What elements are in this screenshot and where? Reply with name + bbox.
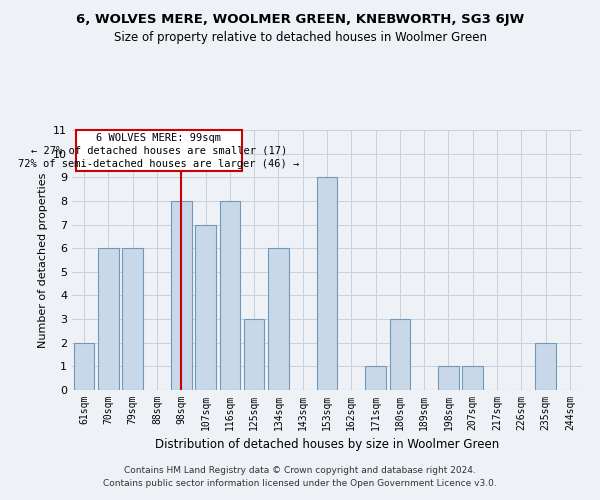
Bar [74, 342, 94, 390]
Bar [268, 248, 289, 390]
Bar [365, 366, 386, 390]
Bar [220, 201, 240, 390]
Bar [171, 201, 191, 390]
Bar [195, 224, 216, 390]
Bar [244, 319, 265, 390]
Bar [76, 130, 242, 172]
Bar [122, 248, 143, 390]
Text: Contains HM Land Registry data © Crown copyright and database right 2024.
Contai: Contains HM Land Registry data © Crown c… [103, 466, 497, 487]
Text: 6, WOLVES MERE, WOOLMER GREEN, KNEBWORTH, SG3 6JW: 6, WOLVES MERE, WOOLMER GREEN, KNEBWORTH… [76, 12, 524, 26]
Text: 72% of semi-detached houses are larger (46) →: 72% of semi-detached houses are larger (… [18, 158, 299, 168]
Bar [535, 342, 556, 390]
Bar [389, 319, 410, 390]
Text: ← 27% of detached houses are smaller (17): ← 27% of detached houses are smaller (17… [31, 145, 287, 155]
Bar [438, 366, 459, 390]
Text: Size of property relative to detached houses in Woolmer Green: Size of property relative to detached ho… [113, 31, 487, 44]
Bar [463, 366, 483, 390]
Bar [317, 178, 337, 390]
Y-axis label: Number of detached properties: Number of detached properties [38, 172, 47, 348]
X-axis label: Distribution of detached houses by size in Woolmer Green: Distribution of detached houses by size … [155, 438, 499, 452]
Text: 6 WOLVES MERE: 99sqm: 6 WOLVES MERE: 99sqm [97, 133, 221, 143]
Bar [98, 248, 119, 390]
